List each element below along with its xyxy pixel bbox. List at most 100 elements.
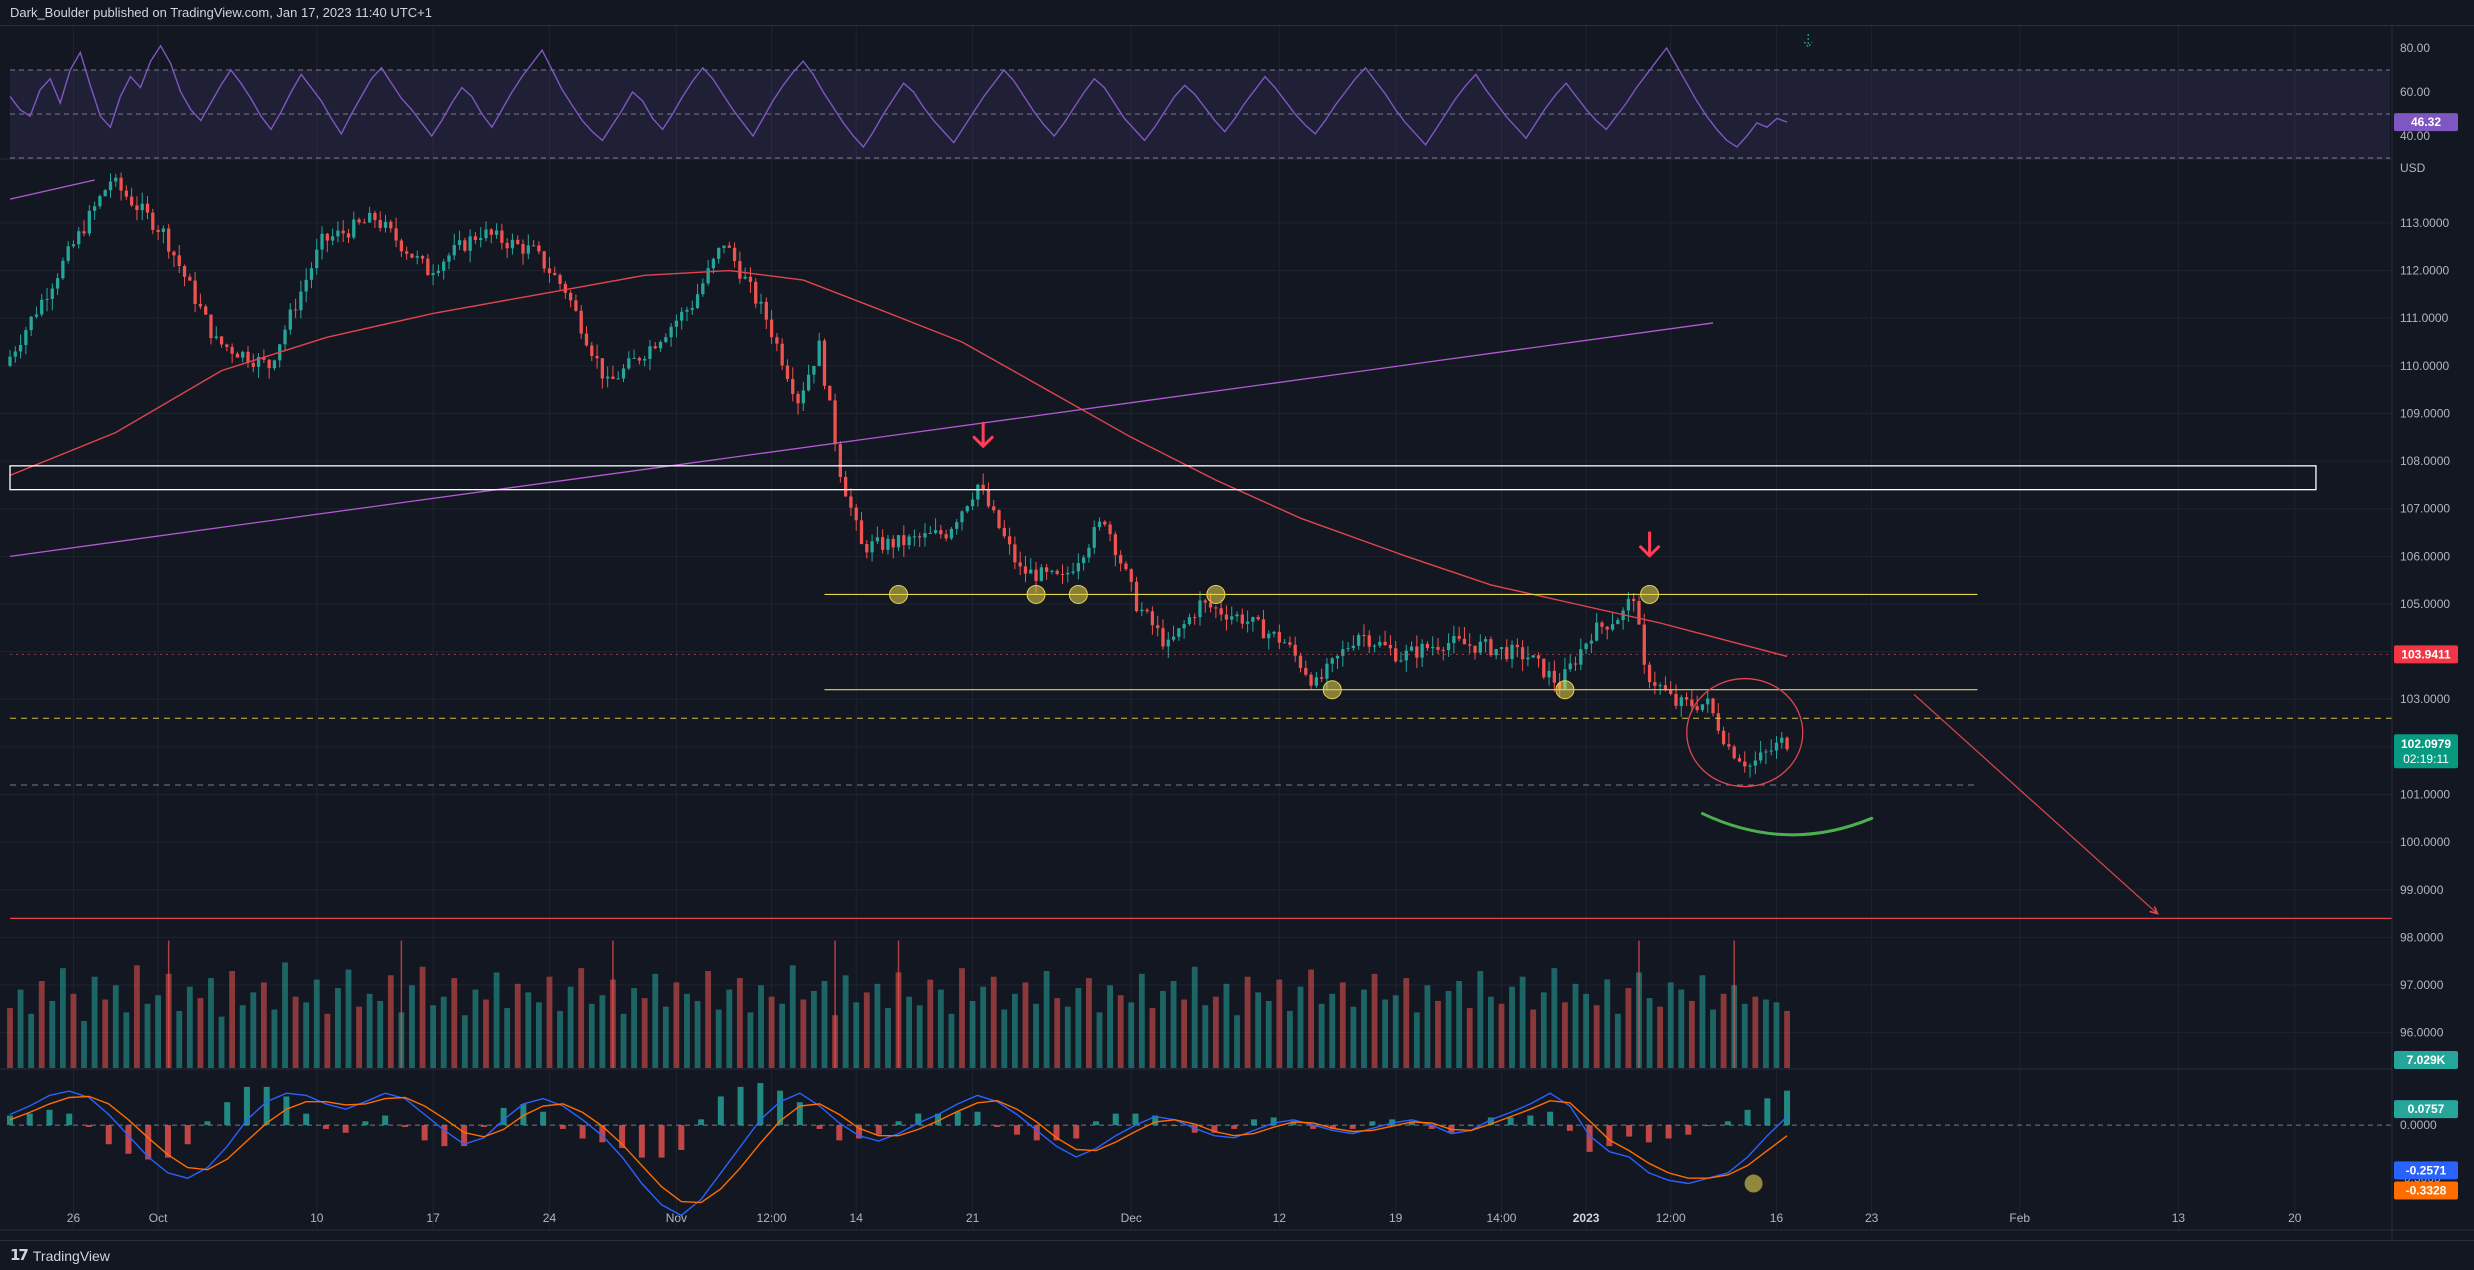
candle — [1007, 527, 1012, 555]
candle — [902, 525, 906, 557]
volume-bar — [1699, 975, 1706, 1068]
candle — [817, 332, 821, 367]
volume-bar — [70, 993, 77, 1068]
volume-bar — [1265, 1000, 1272, 1068]
candle — [209, 314, 213, 345]
candle — [1029, 557, 1033, 574]
candle-body — [643, 358, 647, 361]
macd-histogram-bar — [283, 1096, 290, 1126]
candle-body — [1409, 646, 1414, 651]
candle — [1743, 751, 1747, 773]
candle-body — [1610, 624, 1615, 630]
macd-histogram-bar — [1073, 1125, 1080, 1139]
time-axis-label: 24 — [543, 1211, 557, 1225]
macd-histogram-bar — [243, 1086, 250, 1126]
candle — [1351, 635, 1356, 651]
candle-body — [1034, 569, 1038, 581]
candle-body — [246, 351, 250, 363]
rounded-bottom-curve — [1700, 812, 1874, 837]
candle — [547, 256, 552, 283]
macd-histogram-bar — [224, 1102, 231, 1126]
candle — [1277, 624, 1281, 650]
candle-body — [1240, 614, 1244, 624]
candle-body — [1357, 635, 1361, 646]
candle — [727, 241, 731, 249]
macd-histogram-bar — [599, 1125, 606, 1143]
candle — [1674, 684, 1678, 710]
candle — [796, 391, 800, 415]
candle-body — [611, 376, 615, 379]
candle — [775, 333, 779, 352]
candle — [653, 342, 657, 350]
candle-body — [251, 362, 255, 367]
candle — [1425, 641, 1430, 651]
macd-histogram-bar — [1487, 1117, 1494, 1126]
candle-body — [1066, 572, 1070, 575]
candle-body — [1743, 761, 1747, 767]
candle — [690, 300, 694, 315]
candle — [1758, 740, 1763, 764]
candle-body — [600, 358, 604, 379]
volume-bar — [916, 1005, 923, 1068]
candle — [1774, 736, 1779, 759]
touch-point-marker — [1068, 584, 1088, 604]
candle — [29, 315, 33, 337]
candle — [135, 196, 139, 221]
candle-body — [315, 249, 319, 269]
volume-bar — [282, 962, 288, 1068]
volume-bar — [49, 1000, 56, 1068]
candle — [119, 172, 123, 201]
candle — [1441, 646, 1445, 661]
volume-bar — [1212, 996, 1219, 1068]
candle-body — [1473, 645, 1477, 653]
price-axis-label: 97.0000 — [2400, 978, 2444, 992]
candle-body — [579, 310, 583, 334]
candle-body — [119, 177, 123, 191]
candle — [1468, 633, 1472, 654]
candle — [1013, 536, 1017, 570]
macd-histogram-bar — [1211, 1125, 1218, 1133]
candle-body — [1737, 758, 1742, 762]
candle — [1499, 646, 1504, 660]
rsi-pane — [9, 34, 2390, 159]
candle-body — [1029, 569, 1033, 574]
candle — [1018, 551, 1022, 576]
macd-histogram-bar — [105, 1125, 112, 1145]
candle — [1261, 609, 1266, 639]
volume-bar — [366, 993, 373, 1068]
macd-histogram-bar — [322, 1125, 329, 1129]
volume-bar — [535, 1002, 542, 1068]
time-axis[interactable]: 26 Oct 10 17 24 Nov 12:00 14 21 Dec 12 19 14:00 2023 1… — [67, 1211, 2302, 1225]
candle — [1060, 564, 1065, 584]
macd-histogram-bar — [1507, 1117, 1514, 1126]
macd-value: 0.0757 — [2408, 1102, 2445, 1116]
macd-histogram-bar — [777, 1090, 784, 1126]
volume-bar — [197, 998, 204, 1068]
candle — [1097, 517, 1102, 531]
candle-body — [1208, 602, 1213, 608]
candle-body — [1732, 746, 1736, 759]
candle-body — [309, 268, 314, 280]
candle — [1457, 626, 1461, 642]
candle-body — [378, 220, 382, 228]
tradingview-logo[interactable]: 𝟭𝟳 TradingView — [10, 1242, 110, 1270]
candle-body — [606, 376, 610, 379]
candle — [944, 529, 948, 542]
candle-body — [590, 345, 594, 357]
candle — [1547, 661, 1551, 686]
candle — [1695, 695, 1699, 713]
volume-bar — [440, 996, 447, 1068]
time-axis-label: 16 — [1770, 1211, 1784, 1225]
price-axis-label: 105.0000 — [2400, 597, 2450, 611]
rsi-down-arrow-icon — [1803, 34, 1813, 48]
candle-body — [568, 292, 573, 301]
candle-body — [1753, 760, 1757, 766]
candle-body — [1499, 647, 1504, 650]
candle-body — [1325, 663, 1329, 679]
candle — [362, 218, 366, 224]
candle-body — [669, 326, 673, 338]
candle — [1727, 732, 1731, 750]
candle — [1235, 611, 1239, 622]
